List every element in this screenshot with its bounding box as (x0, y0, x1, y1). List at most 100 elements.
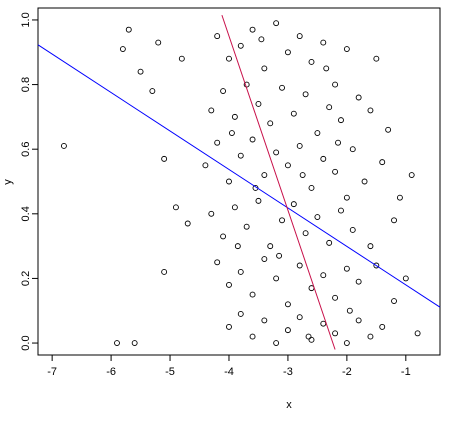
x-tick-label: -4 (224, 366, 234, 378)
point (172, 204, 179, 211)
plot-frame (37, 7, 441, 356)
point (332, 294, 339, 301)
point (255, 101, 262, 107)
point (332, 330, 339, 337)
point (391, 298, 397, 304)
point (367, 333, 374, 340)
point (296, 262, 303, 269)
point (402, 275, 409, 282)
point (161, 269, 168, 275)
point (326, 239, 333, 246)
point (208, 210, 215, 217)
point (149, 88, 156, 94)
x-tick-label: -5 (165, 366, 175, 378)
point (284, 162, 291, 169)
point (320, 272, 327, 279)
point (60, 143, 67, 149)
point (355, 94, 362, 101)
point (178, 55, 185, 62)
point (214, 139, 221, 146)
point (343, 265, 350, 272)
point (320, 155, 327, 162)
point (184, 220, 191, 227)
point (261, 317, 268, 324)
point (396, 194, 403, 201)
point (237, 152, 244, 159)
point (308, 59, 315, 65)
point (290, 110, 297, 117)
point (119, 46, 126, 52)
point (367, 107, 374, 114)
y-tick-label: 0.0 (20, 335, 32, 350)
point (379, 323, 386, 330)
y-tick-label: 0.4 (20, 206, 32, 221)
point (220, 233, 227, 240)
point (261, 256, 268, 262)
point (161, 155, 168, 162)
point (237, 269, 244, 275)
point (385, 126, 392, 133)
point (290, 201, 297, 208)
y-tick-label: 0.8 (20, 77, 32, 92)
point (237, 42, 244, 49)
point (332, 168, 339, 175)
y-tick-label: 0.6 (20, 142, 32, 157)
point (273, 275, 280, 282)
point (276, 252, 283, 259)
fit-line (221, 14, 336, 350)
point (267, 120, 274, 127)
point (284, 327, 291, 334)
point (131, 340, 138, 346)
y-tick-label: 1.0 (20, 12, 32, 27)
point (343, 194, 350, 201)
x-axis-label: x (286, 399, 292, 411)
point (343, 340, 350, 346)
point (308, 185, 315, 191)
point (320, 320, 327, 327)
fit-line (37, 44, 441, 308)
point (137, 68, 144, 75)
point (249, 291, 256, 298)
point (296, 314, 303, 321)
point (231, 204, 238, 211)
point (349, 146, 356, 153)
point (338, 117, 344, 124)
point (273, 149, 280, 156)
point (226, 281, 232, 288)
point (249, 333, 256, 340)
point (338, 207, 344, 214)
point (299, 172, 306, 178)
point (414, 330, 421, 337)
point (155, 39, 162, 46)
point (243, 223, 250, 230)
point (228, 130, 235, 136)
point (305, 333, 312, 340)
point (346, 307, 353, 314)
point (273, 20, 280, 27)
point (284, 301, 291, 308)
point (373, 262, 380, 269)
point (249, 26, 256, 33)
point (302, 91, 309, 98)
point (220, 88, 227, 94)
point (373, 55, 380, 62)
point (349, 227, 356, 233)
point (226, 178, 232, 185)
point (296, 143, 303, 149)
y-axis-label: y (2, 179, 14, 185)
point (302, 230, 309, 237)
point (231, 113, 238, 120)
point (367, 243, 374, 250)
point (249, 136, 256, 143)
point (202, 162, 209, 169)
point (323, 65, 330, 72)
point (261, 65, 268, 72)
point (391, 217, 397, 224)
point (326, 104, 333, 111)
point (226, 55, 232, 62)
point (125, 26, 132, 33)
point (314, 130, 321, 136)
point (279, 217, 285, 224)
point (343, 46, 350, 52)
